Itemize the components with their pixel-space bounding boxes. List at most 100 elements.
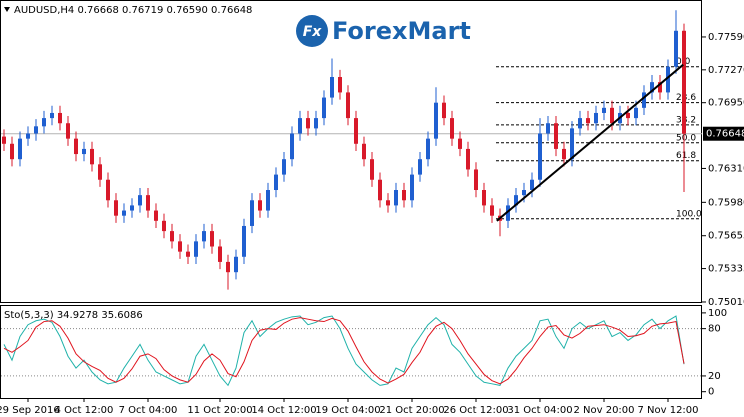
candle-body	[410, 174, 414, 201]
candle-body	[242, 225, 246, 257]
candle-body	[42, 118, 46, 127]
candle-body	[186, 251, 190, 257]
candle-body	[666, 66, 670, 93]
logo-icon	[296, 15, 328, 47]
candle-body	[178, 241, 182, 252]
candle-body	[522, 190, 526, 196]
x-tick-label: 29 Sep 2016	[0, 405, 60, 416]
candle-body	[466, 148, 470, 170]
candle-body	[34, 126, 38, 134]
candle-body	[10, 143, 14, 160]
candle-body	[74, 138, 78, 155]
candle-body	[258, 200, 262, 211]
x-tick-label: 21 Oct 20:00	[379, 405, 444, 416]
candle-body	[442, 102, 446, 119]
fib-label: 61.8	[676, 151, 696, 161]
candle-body	[674, 30, 678, 67]
x-tick-label: 2 Nov 20:00	[573, 405, 634, 416]
candle-body	[114, 200, 118, 216]
candle-body	[274, 174, 278, 191]
y-tick-label: 0.75335	[708, 264, 744, 275]
candle-body	[90, 148, 94, 165]
chart-title: AUDUSD,H4 0.76668 0.76719 0.76590 0.7664…	[14, 5, 252, 16]
candle-body	[586, 118, 590, 124]
x-tick-label: 31 Oct 04:00	[507, 405, 572, 416]
candle-body	[658, 82, 662, 93]
candle-body	[106, 179, 110, 201]
candle-body	[642, 92, 646, 108]
logo-icon-text: Fx	[303, 24, 323, 40]
candle-body	[554, 123, 558, 149]
indicator-title: Sto(5,3,3) 34.9278 35.6086	[4, 310, 143, 321]
y-tick-label: 80	[708, 324, 721, 335]
candle-body	[66, 123, 70, 139]
candle-body	[434, 102, 438, 139]
x-tick-label: 7 Nov 12:00	[637, 405, 698, 416]
candle-body	[162, 220, 166, 232]
candle-body	[402, 190, 406, 201]
current-price-box	[703, 126, 744, 141]
candle-body	[362, 143, 366, 160]
candle-body	[626, 112, 630, 119]
candle-body	[154, 210, 158, 221]
candle-body	[266, 190, 270, 211]
candle-body	[298, 118, 302, 134]
candle-body	[122, 210, 126, 216]
candle-body	[426, 138, 430, 160]
stochastic-line	[3, 317, 685, 385]
candle-body	[18, 138, 22, 160]
candle-body	[354, 118, 358, 144]
candle-body	[482, 190, 486, 206]
candle-body	[82, 148, 86, 155]
candle-body	[450, 118, 454, 139]
candle-body	[562, 148, 566, 160]
main-frame	[0, 0, 702, 303]
candle-body	[322, 97, 326, 119]
candle-body	[506, 205, 510, 221]
candle-body	[170, 231, 174, 242]
candle-body	[602, 107, 606, 113]
candle-body	[650, 82, 654, 93]
candle-body	[338, 77, 342, 93]
candle-body	[458, 138, 462, 149]
logo-text: ForexMart	[332, 17, 471, 45]
candle-body	[2, 136, 6, 144]
candle-body	[250, 200, 254, 226]
trendline	[496, 63, 684, 222]
collapse-icon	[4, 7, 10, 12]
stochastic-line	[3, 315, 685, 387]
candle-body	[490, 205, 494, 216]
candle-body	[346, 92, 350, 119]
x-tick-label: 4 Oct 12:00	[55, 405, 114, 416]
candle-body	[194, 241, 198, 257]
candle-body	[538, 133, 542, 180]
candle-body	[514, 195, 518, 206]
indicator-frame	[0, 305, 702, 399]
candle-body	[282, 159, 286, 175]
fib-label: 23.6	[676, 93, 696, 103]
candle-body	[546, 123, 550, 134]
fib-label: 50.0	[676, 133, 696, 143]
candle-body	[306, 118, 310, 129]
candle-body	[138, 195, 142, 206]
candle-body	[610, 107, 614, 124]
candle-body	[530, 179, 534, 191]
candle-body	[26, 133, 30, 139]
fib-label: 38.2	[676, 115, 696, 125]
y-tick-label: 100	[708, 308, 727, 319]
candle-body	[418, 159, 422, 175]
y-tick-label: 0.75655	[708, 231, 744, 242]
x-tick-label: 7 Oct 04:00	[119, 405, 178, 416]
candle-body	[682, 30, 686, 134]
y-tick-label: 0.75010	[708, 297, 744, 308]
fib-label: 100.0	[676, 209, 702, 219]
candle-body	[330, 77, 334, 98]
candle-body	[146, 195, 150, 211]
x-tick-label: 26 Oct 12:00	[443, 405, 508, 416]
candle-body	[98, 164, 102, 180]
candle-body	[394, 190, 398, 206]
